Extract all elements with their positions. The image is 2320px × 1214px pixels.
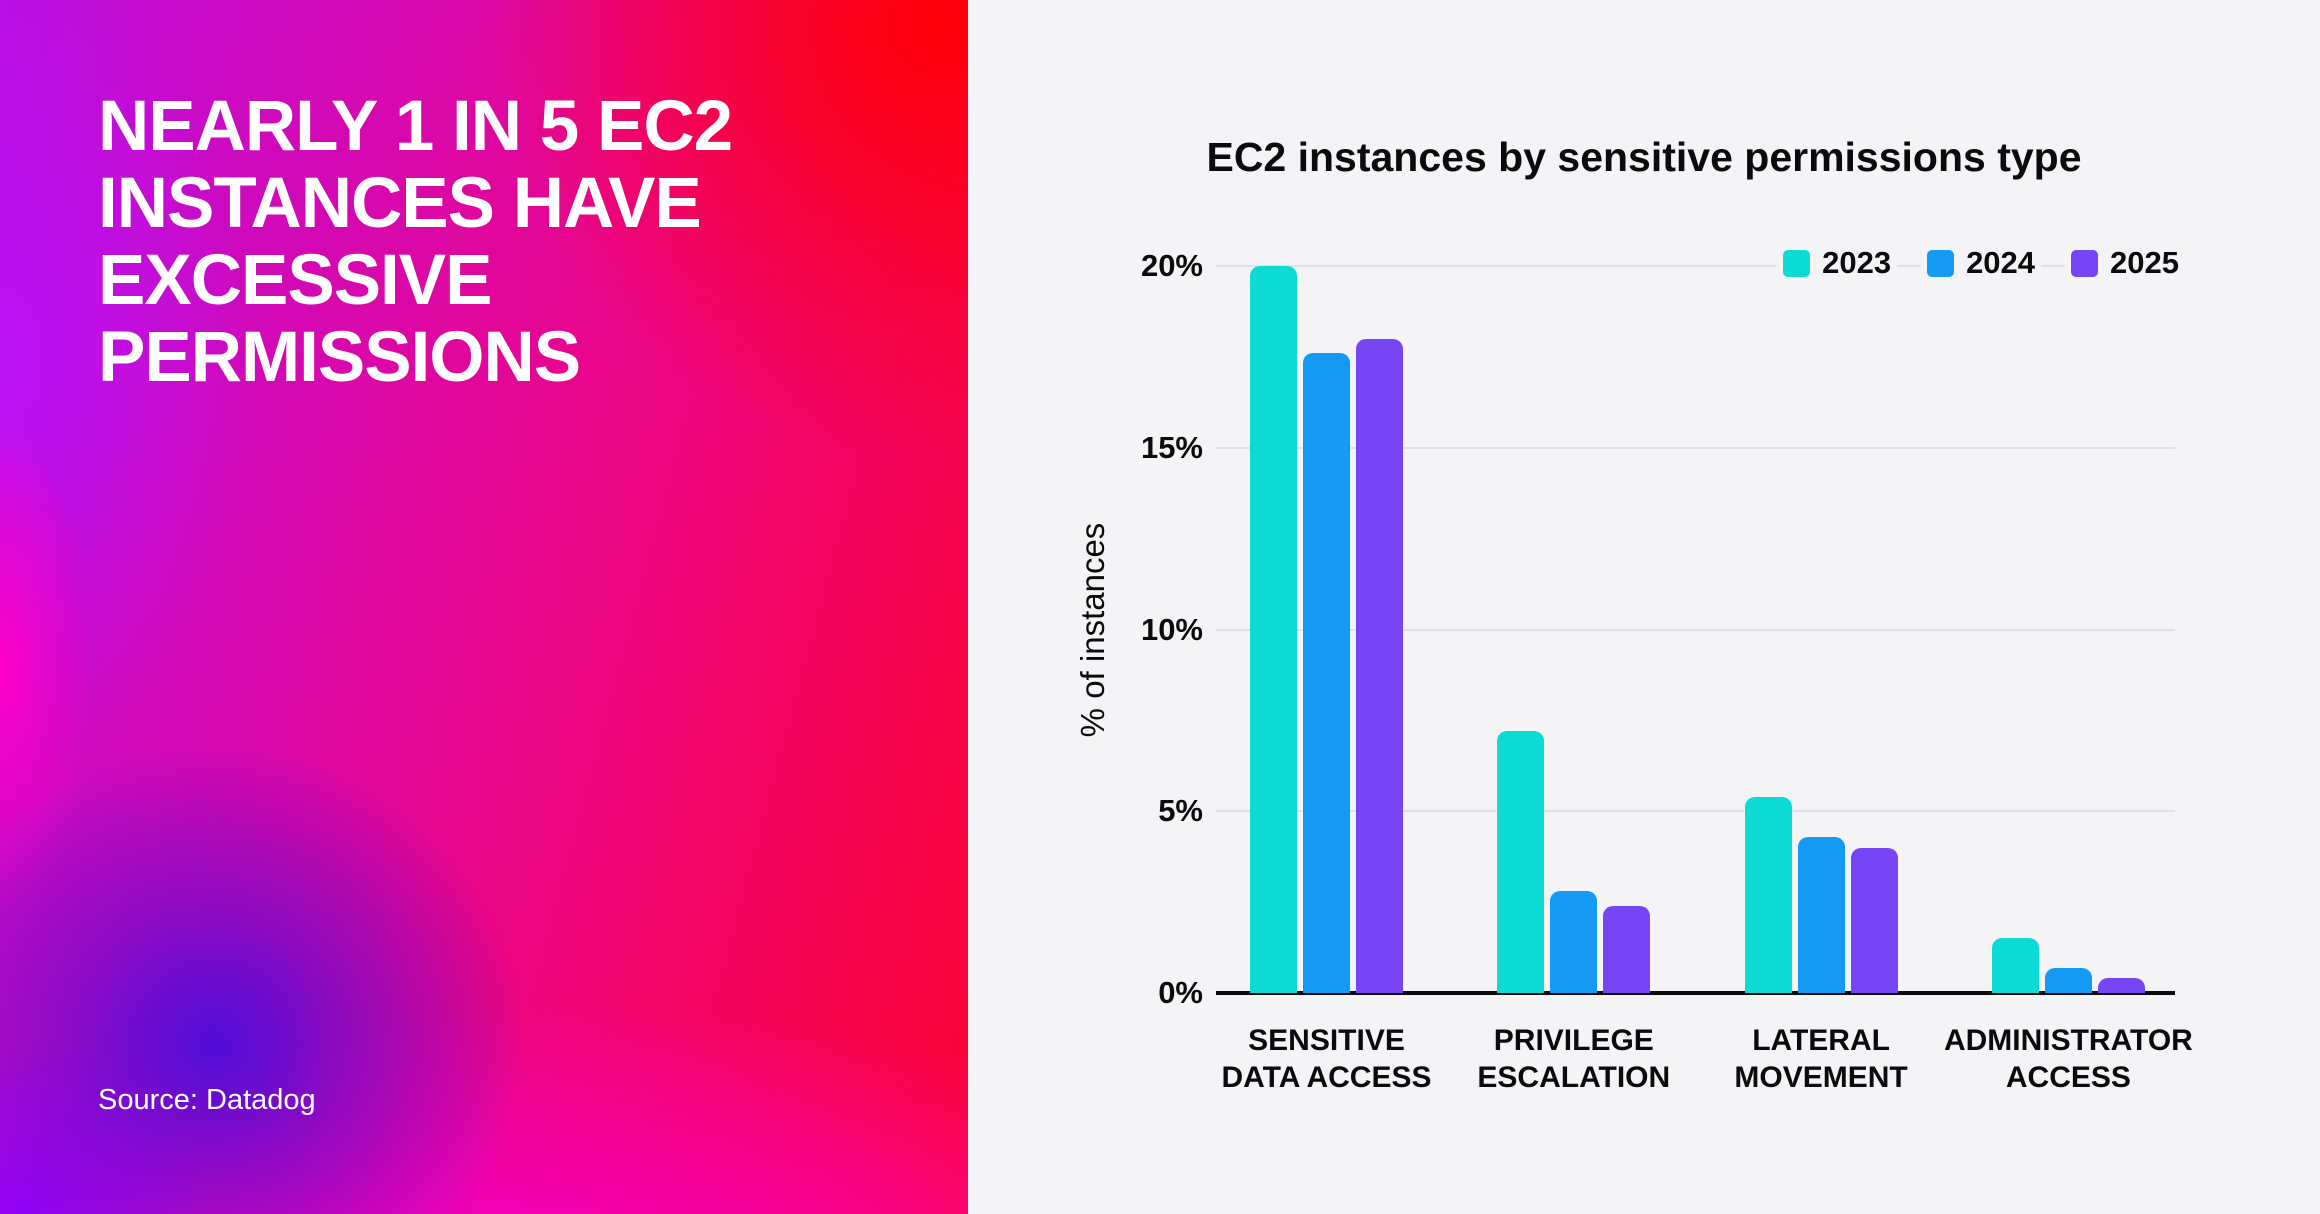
- chart-panel: EC2 instances by sensitive permissions t…: [968, 0, 2320, 1214]
- bar-group-1: [1250, 266, 1403, 993]
- x-category-label-2: PRIVILEGE ESCALATION: [1477, 1024, 1671, 1094]
- gridline-10%: [1216, 628, 2175, 631]
- bar-2025-cat4: [2097, 978, 2145, 993]
- chart-legend: 2023 2024 2025: [1777, 243, 2185, 283]
- y-tick-15%: 15%: [1140, 429, 1203, 465]
- bar-2024-cat1: [1303, 353, 1350, 993]
- x-category-label-1: SENSITIVE DATA ACCESS: [1221, 1024, 1432, 1094]
- bar-2025-cat3: [1850, 847, 1898, 993]
- bar-2023-cat3: [1744, 796, 1792, 993]
- gridline-15%: [1216, 446, 2175, 449]
- headline-line-2: INSTANCES HAVE: [98, 164, 702, 243]
- bar-2024-cat4: [2044, 967, 2092, 993]
- source-credit: Source: Datadog: [98, 1084, 316, 1116]
- gridline-20%: [1216, 265, 2175, 267]
- bar-2025-cat2: [1603, 905, 1651, 993]
- legend-item-2024: 2024: [1921, 243, 2042, 283]
- legend-label-2024: 2024: [1966, 245, 2036, 280]
- legend-swatch-2023: [1783, 249, 1811, 277]
- gridline-5%: [1216, 810, 2175, 813]
- y-tick-0%: 0%: [1158, 975, 1203, 1010]
- bar-2024-cat2: [1550, 891, 1598, 993]
- chart-title: EC2 instances by sensitive permissions t…: [1206, 134, 2082, 180]
- bar-2023-cat1: [1250, 266, 1297, 993]
- bar-2025-cat1: [1356, 338, 1403, 993]
- legend-swatch-2024: [1927, 249, 1955, 277]
- plot-area: 20% 15% 10% 5% 0% SENSITIVE DATA ACCESS PRIVIL…: [1141, 248, 2193, 1094]
- x-category-label-4: ADMINISTRATOR ACCESS: [1943, 1024, 2193, 1094]
- bar-group-2: [1497, 266, 1651, 993]
- x-axis-line: [1216, 991, 2175, 995]
- y-tick-5%: 5%: [1158, 793, 1203, 829]
- bar-2023-cat4: [1991, 938, 2039, 993]
- bar-2024-cat3: [1797, 836, 1845, 993]
- bar-group-3: [1744, 266, 1898, 993]
- bar-2023-cat2: [1497, 731, 1545, 993]
- bar-group-4: [1991, 266, 2145, 993]
- y-tick-10%: 10%: [1140, 611, 1203, 647]
- headline-line-1: NEARLY 1 IN 5 EC2: [98, 87, 733, 166]
- legend-label-2023: 2023: [1822, 245, 1892, 280]
- legend-item-2025: 2025: [2065, 243, 2185, 283]
- headline-line-4: PERMISSIONS: [98, 318, 581, 397]
- legend-item-2023: 2023: [1777, 243, 1898, 283]
- y-tick-20%: 20%: [1140, 248, 1203, 283]
- headline-line-3: EXCESSIVE: [98, 241, 493, 320]
- legend-label-2025: 2025: [2110, 245, 2179, 280]
- x-category-label-3: LATERAL MOVEMENT: [1734, 1024, 1908, 1094]
- headline: NEARLY 1 IN 5 EC2 INSTANCES HAVE EXCESSI…: [98, 88, 928, 396]
- legend-swatch-2025: [2071, 249, 2099, 277]
- headline-panel: NEARLY 1 IN 5 EC2 INSTANCES HAVE EXCESSI…: [0, 0, 968, 1214]
